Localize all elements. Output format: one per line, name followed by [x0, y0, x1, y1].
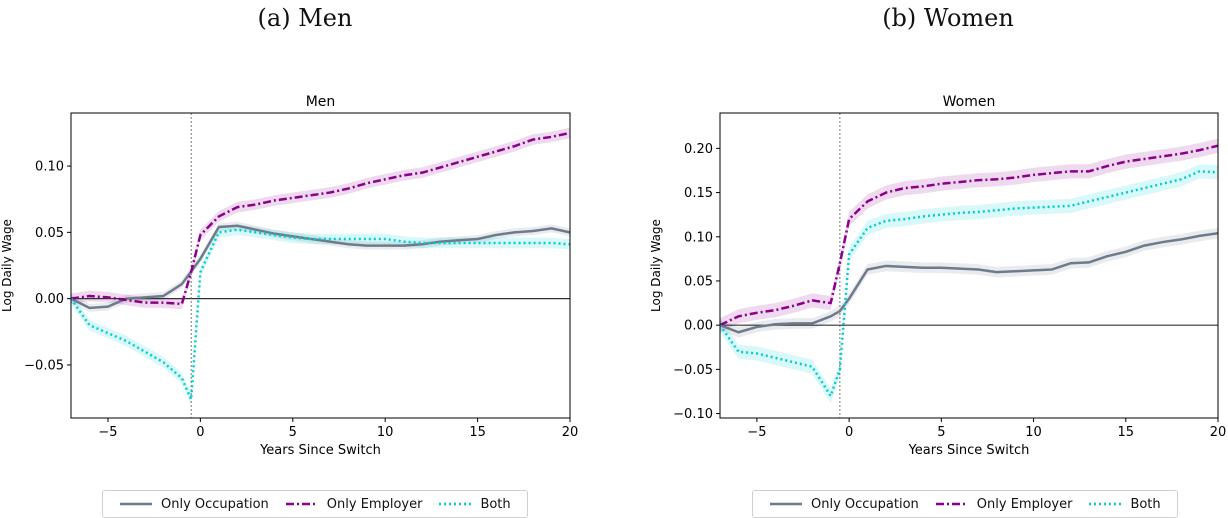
women-axes-frame: [719, 112, 1219, 419]
legend-item-only-employer: Only Employer: [285, 496, 423, 512]
women-xtick-label: 15: [1118, 425, 1135, 440]
men-plot-area: [71, 113, 570, 418]
women-xtick-label: 5: [937, 425, 945, 440]
men-axes-frame: [70, 112, 571, 419]
men-y-axis-label: Log Daily Wage: [0, 219, 14, 312]
women-ytick-label: 0.15: [684, 186, 713, 201]
men-line-only-employer: [71, 131, 570, 306]
men-chart-title: Men: [306, 94, 336, 110]
men-band-only-employer: [71, 127, 570, 310]
men-line-both: [71, 228, 570, 401]
legend-item-only-occupation: Only Occupation: [119, 497, 269, 512]
men-ytick-label: 0.00: [35, 292, 64, 307]
men-ytick-label: −0.05: [24, 358, 64, 373]
women-x-axis-label: Years Since Switch: [908, 443, 1030, 458]
women-line-both: [720, 170, 1218, 398]
legend-swatch-only-employer: [935, 502, 968, 506]
women-band-both: [720, 164, 1218, 403]
women-band-only-occupation: [720, 227, 1218, 338]
men-band-both: [71, 224, 570, 405]
men-xtick-label: 0: [196, 425, 204, 440]
men-x-axis-label: Years Since Switch: [259, 443, 381, 458]
women-xtick-label: −5: [747, 425, 766, 440]
legend-swatch-only-employer: [285, 502, 318, 506]
legend-item-only-employer: Only Employer: [935, 496, 1073, 512]
legend-label-only-occupation: Only Occupation: [811, 496, 919, 512]
men-xtick-label: 15: [469, 425, 486, 440]
women-band-only-employer: [720, 138, 1218, 333]
women-xtick-label: 0: [845, 425, 853, 440]
men-ytick-label: 0.10: [35, 160, 64, 175]
women-chart-title: Women: [943, 94, 996, 110]
men-line-only-occupation: [71, 224, 570, 310]
legend-label-only-occupation: Only Occupation: [161, 496, 269, 512]
legend-label-only-employer: Only Employer: [326, 496, 423, 512]
legend-men: Only Occupation Only Employer Both: [102, 490, 528, 518]
women-xtick-label: 10: [1025, 425, 1042, 440]
women-ytick-label: −0.05: [673, 363, 713, 378]
caption-men: (a) Men: [257, 4, 353, 32]
men-xtick-label: 10: [377, 425, 394, 440]
legend-women: Only Occupation Only Employer Both: [752, 490, 1178, 518]
legend-item-both: Both: [1088, 496, 1161, 512]
women-plot-area: [720, 113, 1218, 418]
legend-swatch-only-occupation: [770, 502, 802, 506]
women-line-only-occupation: [720, 231, 1218, 334]
men-xtick-label: 5: [289, 425, 297, 440]
women-ytick-label: 0.05: [684, 274, 713, 289]
legend-label-both: Both: [1130, 496, 1161, 512]
caption-women: (b) Women: [882, 4, 1014, 32]
legend-swatch-both: [439, 502, 472, 506]
men-xtick-label: −5: [98, 425, 117, 440]
men-xtick-label: 20: [562, 425, 579, 440]
men-band-only-occupation: [71, 221, 570, 312]
women-y-axis-label: Log Daily Wage: [649, 219, 663, 312]
legend-label-only-employer: Only Employer: [976, 496, 1073, 512]
women-chart: −5 0 5 10 15 20 −0.10 −0.05 0.00 0.05 0.10 0.15 0.20…: [649, 94, 1226, 458]
legend-item-both: Both: [438, 496, 511, 512]
legend-swatch-both: [1089, 502, 1122, 506]
women-line-only-employer: [720, 144, 1218, 327]
women-xtick-label: 20: [1210, 425, 1227, 440]
men-chart: −5 0 5 10 15 20 −0.05 0.00 0.05 0.10 Men Years Sinc…: [0, 94, 578, 458]
legend-item-only-occupation: Only Occupation: [769, 497, 919, 512]
legend-swatch-only-occupation: [120, 502, 152, 506]
men-ytick-label: 0.05: [35, 226, 64, 241]
women-ytick-label: 0.00: [684, 319, 713, 334]
women-ytick-label: 0.10: [684, 230, 713, 245]
legend-label-both: Both: [480, 496, 511, 512]
women-ytick-label: 0.20: [684, 142, 713, 157]
women-ytick-label: −0.10: [673, 407, 713, 422]
